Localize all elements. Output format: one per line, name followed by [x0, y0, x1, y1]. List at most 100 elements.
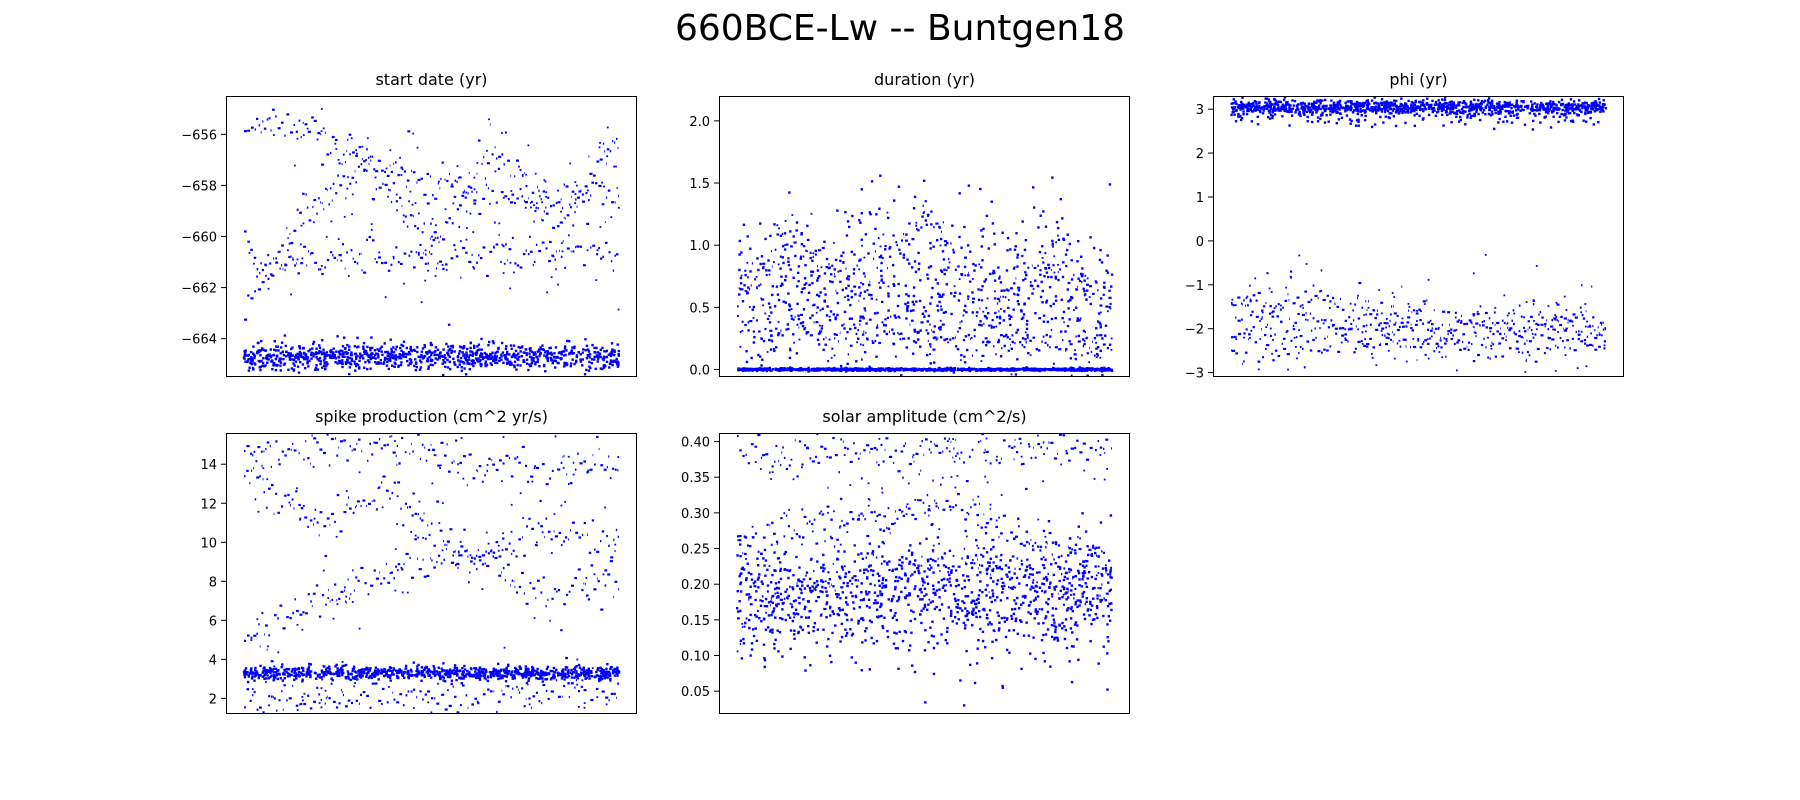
- data-point: [811, 270, 815, 274]
- data-point: [1552, 102, 1555, 105]
- data-point: [1461, 101, 1464, 105]
- data-point: [308, 348, 312, 351]
- data-point: [1373, 123, 1377, 126]
- data-point: [1103, 281, 1106, 284]
- data-point: [588, 365, 591, 368]
- data-point: [1045, 333, 1048, 337]
- data-point: [370, 228, 373, 231]
- data-point: [1000, 308, 1002, 310]
- data-point: [742, 223, 746, 227]
- data-point: [1482, 108, 1486, 112]
- data-point: [1339, 112, 1342, 116]
- data-point: [783, 232, 787, 235]
- data-point: [533, 351, 537, 354]
- data-point: [1519, 109, 1522, 113]
- data-point: [516, 363, 519, 367]
- data-point: [1250, 120, 1254, 123]
- data-point: [457, 359, 460, 362]
- data-point: [786, 323, 790, 326]
- data-point: [963, 225, 966, 229]
- data-point: [521, 173, 524, 176]
- data-point: [762, 367, 765, 371]
- data-point: [303, 357, 306, 361]
- data-point: [815, 367, 819, 371]
- data-point: [563, 361, 566, 365]
- data-point: [1242, 103, 1245, 107]
- data-point: [1037, 285, 1040, 288]
- data-point: [294, 353, 298, 357]
- data-point: [380, 345, 383, 349]
- data-point: [1470, 103, 1473, 107]
- data-point: [769, 234, 772, 238]
- data-point: [275, 345, 278, 348]
- data-point: [1370, 107, 1374, 110]
- data-point: [825, 314, 829, 317]
- data-point: [304, 356, 308, 359]
- data-point: [802, 308, 806, 311]
- data-point: [292, 369, 296, 372]
- data-point: [1258, 109, 1262, 113]
- data-point: [377, 356, 380, 359]
- data-point: [1061, 275, 1065, 279]
- data-point: [1360, 114, 1363, 117]
- data-point: [864, 309, 867, 312]
- data-point: [938, 326, 941, 330]
- data-point: [1110, 273, 1114, 276]
- data-point: [1413, 103, 1417, 106]
- data-point: [1276, 100, 1279, 104]
- data-point: [1411, 109, 1414, 112]
- data-point: [832, 313, 835, 316]
- data-point: [1306, 115, 1309, 119]
- data-point: [608, 366, 611, 369]
- data-point: [1355, 101, 1359, 104]
- data-point: [1050, 367, 1053, 371]
- data-point: [1352, 109, 1356, 112]
- subplot-phi: phi (yr) 3 2 1 0 −1 −2 −3: [1185, 70, 1624, 382]
- data-point: [383, 342, 386, 345]
- data-point: [532, 359, 535, 363]
- data-point: [420, 355, 423, 358]
- data-point: [538, 365, 541, 368]
- data-point: [762, 266, 765, 270]
- data-point: [1016, 328, 1020, 332]
- data-point: [1357, 120, 1360, 124]
- data-point: [1248, 104, 1252, 108]
- data-point: [903, 367, 907, 371]
- data-point: [539, 351, 542, 355]
- data-point: [760, 367, 764, 371]
- data-point: [1395, 104, 1398, 107]
- data-point: [1487, 101, 1490, 104]
- data-point: [1054, 295, 1058, 298]
- data-point: [781, 334, 784, 337]
- data-point: [945, 269, 948, 272]
- data-point: [617, 361, 620, 365]
- data-point: [1388, 103, 1391, 107]
- data-point: [1594, 100, 1597, 103]
- y-tick-label: 1.5: [689, 177, 710, 192]
- data-point: [460, 369, 463, 372]
- data-point: [1577, 106, 1580, 109]
- data-point: [1267, 109, 1271, 113]
- data-point: [275, 364, 279, 367]
- data-point: [854, 368, 857, 371]
- data-point: [505, 358, 509, 361]
- data-point: [1349, 100, 1352, 103]
- data-point: [994, 290, 996, 293]
- data-point: [1051, 239, 1054, 243]
- data-point: [243, 357, 246, 360]
- data-point: [329, 350, 332, 354]
- data-point: [387, 357, 390, 361]
- data-point: [587, 350, 591, 353]
- data-point: [958, 235, 961, 239]
- data-point: [300, 224, 303, 227]
- data-point: [1492, 127, 1496, 131]
- data-point: [1474, 106, 1477, 109]
- data-point: [921, 215, 924, 218]
- data-point: [811, 314, 814, 317]
- data-point: [760, 255, 764, 258]
- data-point: [823, 299, 826, 302]
- data-point: [1546, 110, 1550, 114]
- data-point: [284, 344, 288, 348]
- data-point: [357, 345, 360, 348]
- data-point: [258, 349, 261, 352]
